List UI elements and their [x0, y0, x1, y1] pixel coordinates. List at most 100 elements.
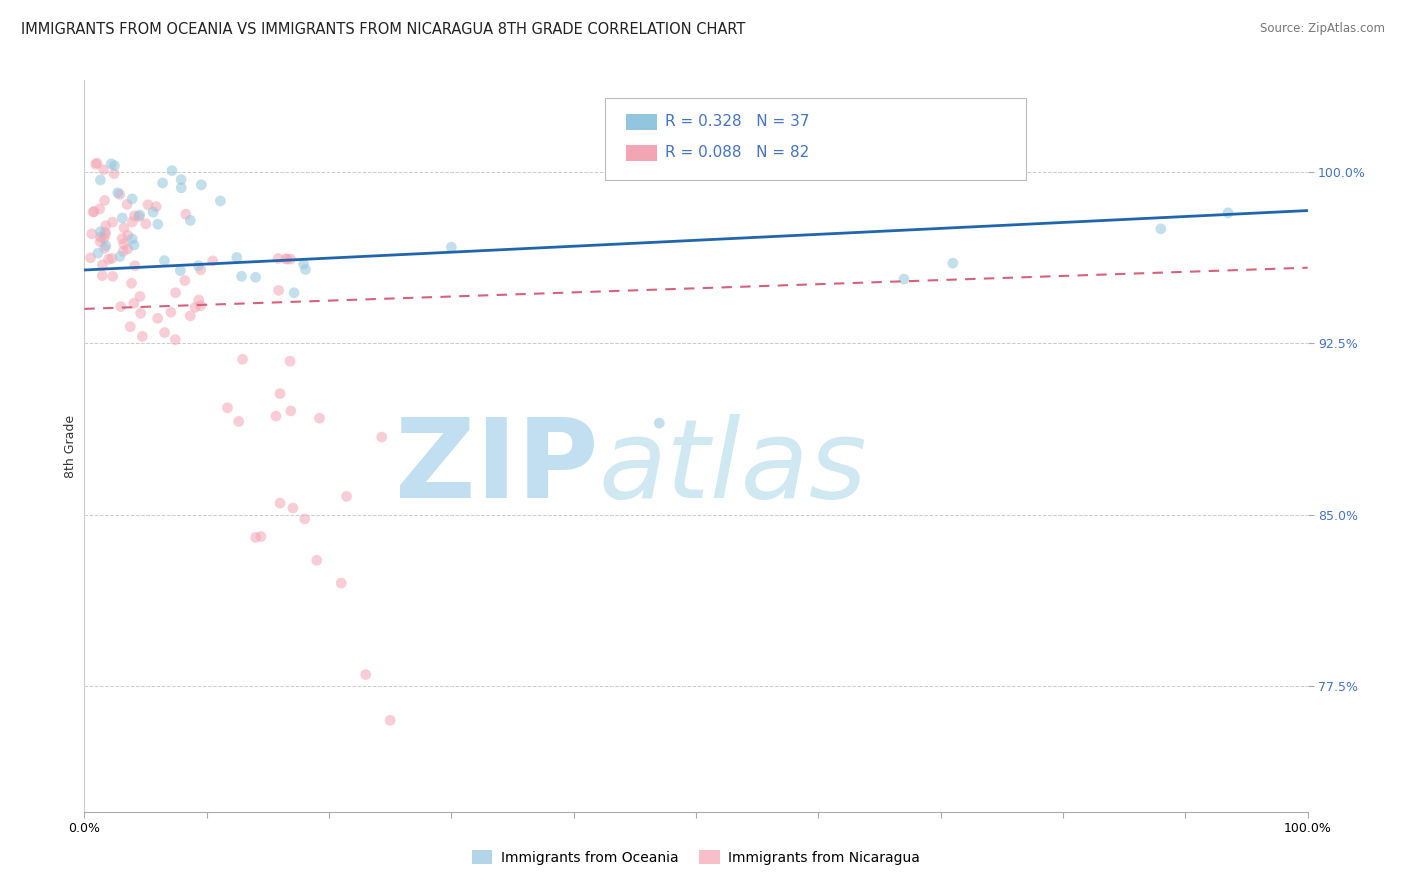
Point: [112, 237, 135, 252]
Point: [91, 258, 114, 272]
Point: [111, 211, 134, 225]
Point: [231, 269, 253, 284]
Point: [136, 197, 159, 211]
Point: [648, 416, 671, 430]
Point: [89, 173, 111, 187]
Point: [152, 176, 174, 190]
Point: [190, 178, 212, 192]
Point: [124, 209, 146, 223]
Point: [245, 270, 267, 285]
Point: [170, 181, 193, 195]
Point: [131, 329, 153, 343]
Point: [108, 249, 131, 263]
Point: [283, 285, 305, 300]
Point: [294, 262, 316, 277]
Point: [267, 252, 290, 266]
Point: [232, 352, 254, 367]
Point: [165, 285, 187, 300]
Point: [122, 296, 145, 310]
Point: [146, 217, 169, 231]
Point: [87, 246, 110, 260]
Point: [93, 241, 115, 255]
Point: [173, 274, 195, 288]
Point: [142, 205, 165, 219]
Point: [305, 553, 328, 567]
Point: [190, 299, 212, 313]
Point: [276, 252, 298, 266]
Point: [121, 232, 143, 246]
Point: [281, 501, 304, 516]
Point: [201, 254, 224, 268]
Point: [112, 220, 135, 235]
Point: [153, 326, 176, 340]
Point: [269, 386, 291, 401]
Point: [111, 232, 134, 246]
Point: [103, 159, 125, 173]
Point: [101, 269, 124, 284]
Point: [94, 238, 117, 252]
Point: [120, 319, 142, 334]
Text: R = 0.088   N = 82: R = 0.088 N = 82: [665, 145, 810, 160]
Point: [110, 300, 132, 314]
Point: [308, 411, 330, 425]
Text: Source: ZipAtlas.com: Source: ZipAtlas.com: [1260, 22, 1385, 36]
Point: [93, 162, 115, 177]
Point: [146, 311, 169, 326]
Point: [124, 259, 146, 273]
Point: [250, 529, 273, 543]
Point: [335, 490, 357, 504]
Point: [1150, 222, 1173, 236]
Point: [129, 289, 152, 303]
Point: [84, 157, 107, 171]
Point: [190, 262, 212, 277]
Point: [103, 167, 125, 181]
Point: [380, 713, 402, 727]
Point: [91, 268, 114, 283]
Point: [165, 333, 187, 347]
Point: [86, 156, 108, 170]
Point: [179, 309, 201, 323]
Point: [145, 200, 167, 214]
Point: [174, 207, 197, 221]
Point: [112, 244, 135, 259]
Point: [330, 576, 353, 591]
Point: [100, 157, 122, 171]
Point: [101, 215, 124, 229]
Point: [209, 194, 232, 208]
Point: [101, 252, 124, 266]
Point: [122, 238, 145, 252]
Point: [184, 301, 207, 315]
Point: [225, 251, 247, 265]
Point: [108, 187, 131, 202]
Point: [115, 197, 138, 211]
Point: [97, 252, 120, 267]
Point: [354, 667, 377, 681]
Legend: Immigrants from Oceania, Immigrants from Nicaragua: Immigrants from Oceania, Immigrants from…: [465, 845, 927, 871]
Point: [169, 263, 191, 277]
Point: [117, 242, 139, 256]
Text: R = 0.328   N = 37: R = 0.328 N = 37: [665, 114, 810, 128]
Text: ZIP: ZIP: [395, 415, 598, 522]
Point: [217, 401, 239, 415]
Text: atlas: atlas: [598, 415, 866, 522]
Point: [942, 256, 965, 270]
Point: [93, 231, 115, 245]
Text: IMMIGRANTS FROM OCEANIA VS IMMIGRANTS FROM NICARAGUA 8TH GRADE CORRELATION CHART: IMMIGRANTS FROM OCEANIA VS IMMIGRANTS FR…: [21, 22, 745, 37]
Point: [292, 257, 315, 271]
Point: [245, 530, 267, 544]
Point: [89, 230, 111, 244]
Point: [187, 293, 209, 307]
Point: [280, 252, 302, 266]
Point: [153, 253, 176, 268]
Point: [371, 430, 394, 444]
Point: [893, 272, 915, 286]
Point: [121, 277, 143, 291]
Point: [170, 172, 193, 186]
Y-axis label: 8th Grade: 8th Grade: [65, 415, 77, 477]
Point: [280, 404, 302, 418]
Point: [278, 354, 301, 368]
Point: [83, 204, 105, 219]
Point: [107, 186, 129, 200]
Point: [269, 496, 291, 510]
Point: [129, 306, 152, 320]
